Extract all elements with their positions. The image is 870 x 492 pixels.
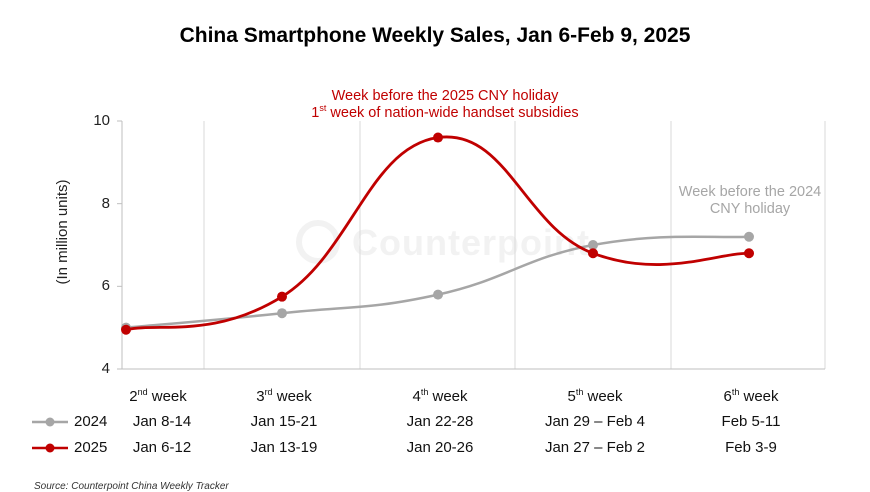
annotation-2025-line1: Week before the 2025 CNY holiday [331, 88, 559, 104]
annotation-2025-line2: 1st week of nation-wide handset subsidie… [311, 103, 579, 122]
legend-2024-marker-icon [32, 417, 68, 427]
y-tick-label: 10 [93, 112, 110, 129]
week-label: 5th week [567, 387, 623, 406]
series-line-2025 [125, 135, 750, 332]
data-point-2024 [744, 231, 754, 242]
date-label-2024: Jan 8-14 [132, 413, 192, 430]
chart-title: China Smartphone Weekly Sales, Jan 6-Feb… [179, 24, 691, 47]
y-tick-label: 8 [101, 194, 110, 212]
data-point-2025 [121, 324, 131, 335]
date-label-2025: Jan 20-26 [406, 439, 474, 456]
annotation-2024-line2: CNY holiday [709, 201, 791, 217]
data-point-2024 [277, 308, 287, 319]
y-tick-label: 6 [101, 277, 110, 295]
legend-2025-marker-icon [32, 443, 68, 453]
week-label: 4th week [412, 387, 468, 406]
annotation-2024: Week before the 2024 CNY holiday [655, 184, 845, 218]
week-label: 2nd week [129, 387, 187, 406]
date-label-2024: Jan 22-28 [406, 413, 474, 430]
source-note: Source: Counterpoint China Weekly Tracke… [34, 481, 229, 492]
y-tick-label: 4 [101, 360, 110, 377]
data-point-2025 [277, 291, 287, 302]
data-point-2025 [433, 132, 443, 143]
date-label-2025: Feb 3-9 [725, 439, 777, 456]
annotation-2025: Week before the 2025 CNY holiday 1st wee… [260, 88, 630, 122]
data-point-2024 [588, 240, 598, 250]
date-label-2025: Jan 27 – Feb 2 [544, 439, 646, 456]
legend-2025-label: 2025 [74, 439, 108, 456]
annotation-2024-line1: Week before the 2024 [678, 184, 822, 200]
legend-2024-label: 2024 [74, 413, 108, 430]
date-label-2025: Jan 6-12 [132, 439, 192, 456]
data-point-2025 [744, 248, 754, 259]
date-label-2024: Jan 29 – Feb 4 [544, 413, 646, 430]
data-point-2024 [433, 289, 443, 300]
date-label-2025: Jan 13-19 [250, 439, 318, 456]
week-label: 6th week [723, 387, 779, 406]
week-label: 3rd week [256, 387, 312, 406]
data-point-2025 [588, 248, 598, 259]
date-label-2024: Jan 15-21 [250, 413, 318, 430]
date-label-2024: Feb 5-11 [721, 413, 781, 430]
series-line-2024 [125, 235, 750, 329]
